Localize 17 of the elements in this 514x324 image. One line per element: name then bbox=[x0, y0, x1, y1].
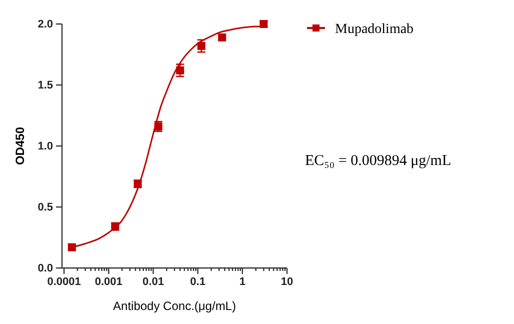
point bbox=[197, 42, 206, 50]
x-tick-label: 1 bbox=[239, 276, 246, 288]
y-axis-title: OD450 bbox=[13, 126, 27, 166]
y-tick-label: 1.0 bbox=[38, 140, 53, 153]
x-tick-label: 0.01 bbox=[142, 276, 164, 288]
x-axis-title: Antibody Conc.(μg/mL) bbox=[113, 299, 236, 313]
y-tick-label: 0.0 bbox=[38, 262, 53, 275]
y-tick-label: 1.5 bbox=[38, 80, 53, 92]
y-tick-label: 0.5 bbox=[38, 202, 53, 214]
x-tick-label: 0.1 bbox=[190, 276, 206, 288]
x-tick-label: 10 bbox=[280, 276, 294, 288]
y-tick-label: 2.0 bbox=[38, 18, 53, 31]
x-tick-label: 0.0001 bbox=[47, 276, 81, 288]
legend-label: Mupadolimab bbox=[335, 22, 414, 37]
text: EC₅₀ = 0.009894 μg/mL bbox=[305, 153, 452, 169]
x-tick-label: 0.001 bbox=[94, 276, 122, 288]
point bbox=[176, 66, 184, 74]
